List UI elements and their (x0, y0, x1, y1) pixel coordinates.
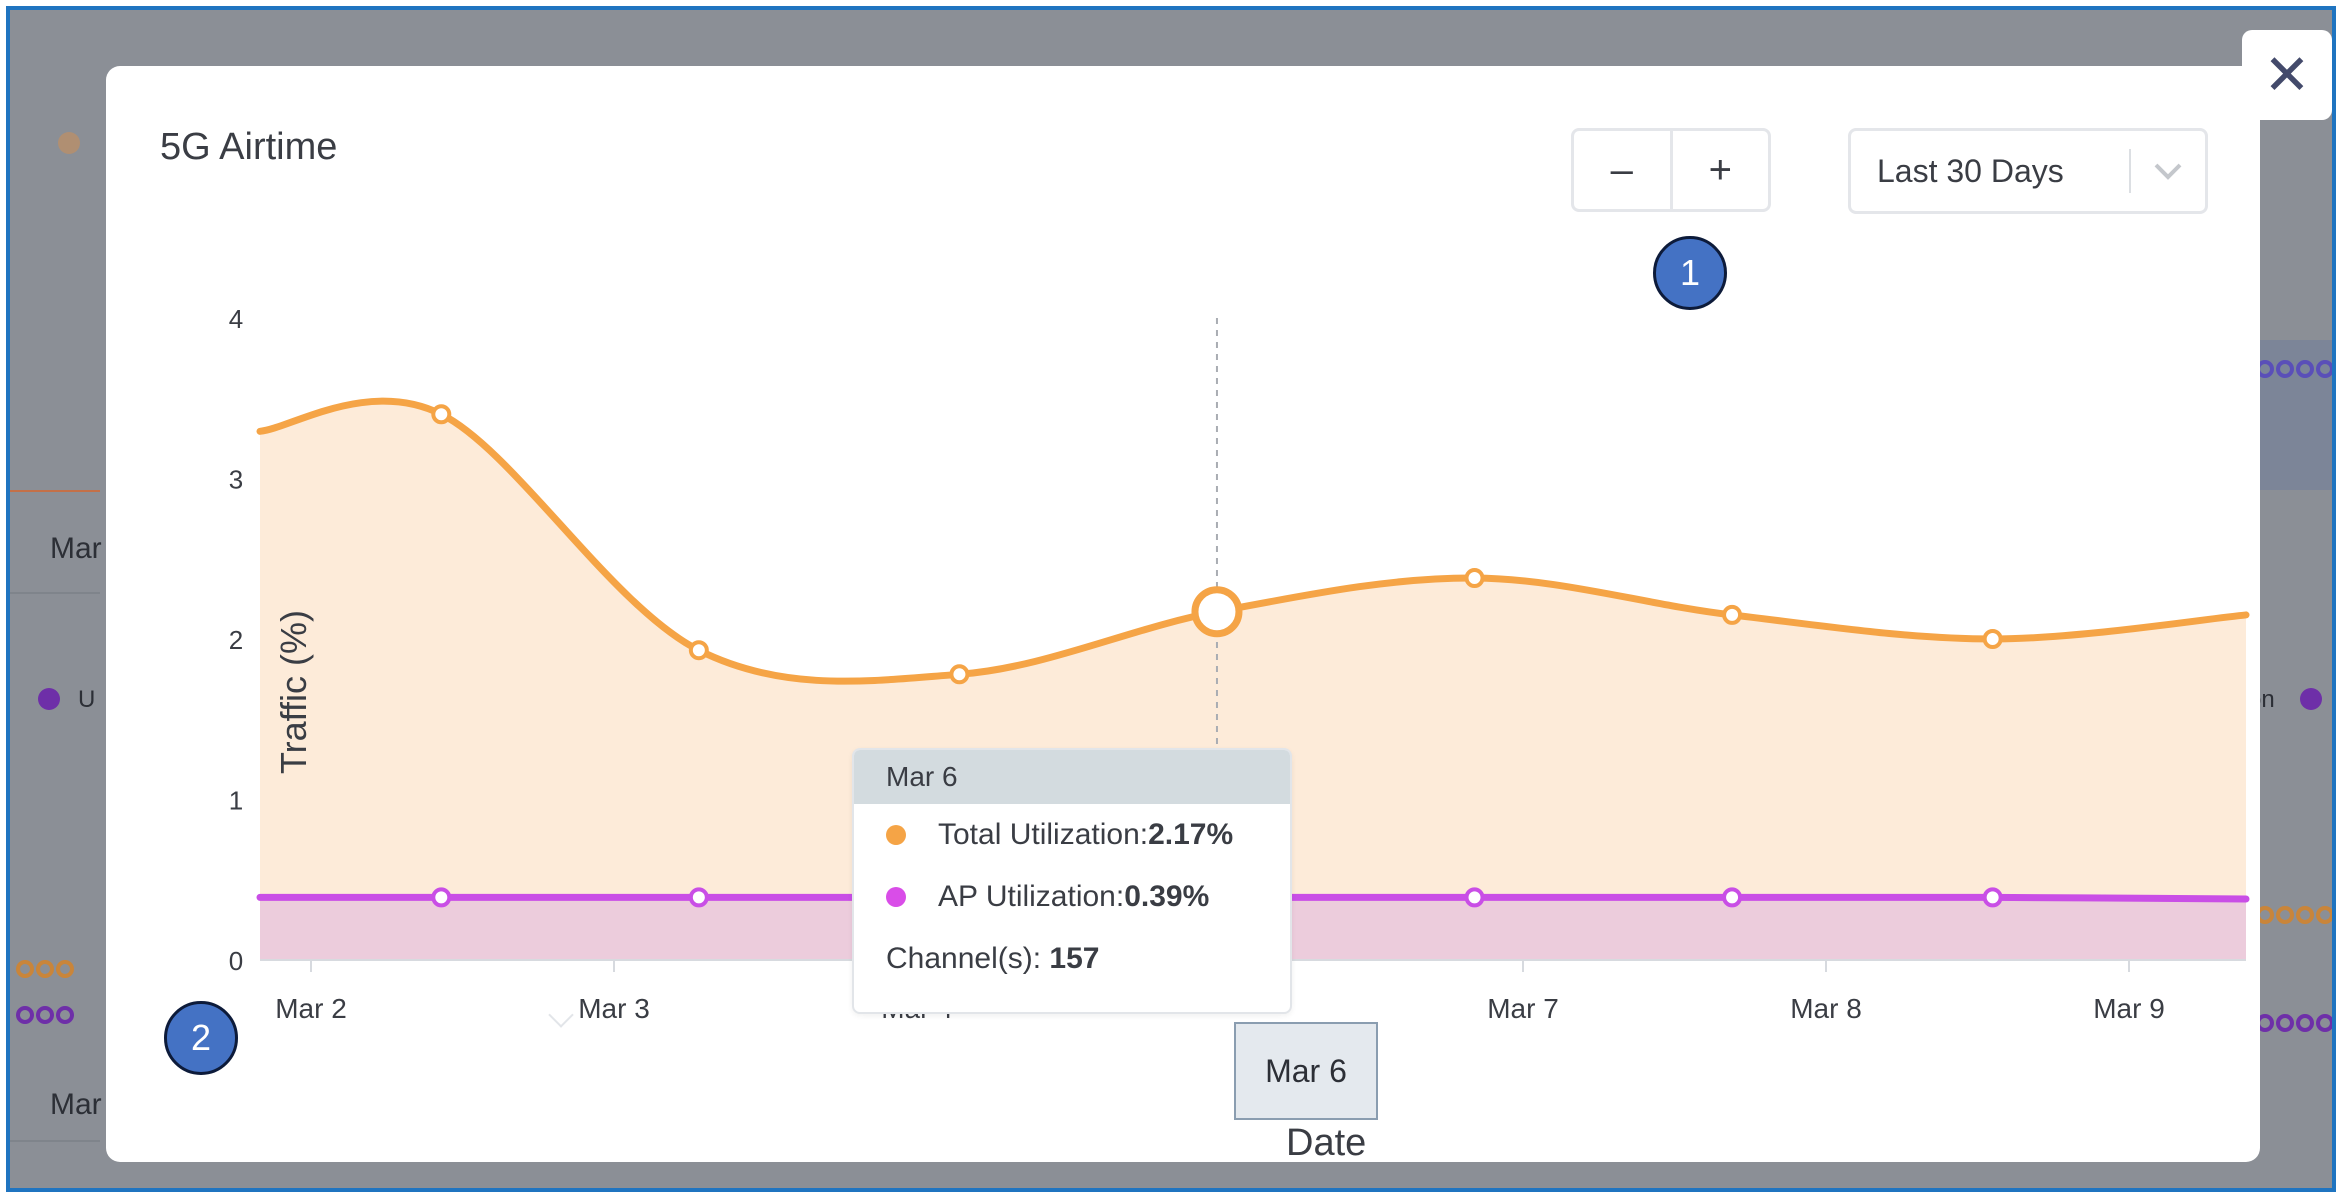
tooltip-channel-row: Channel(s): 157 (854, 928, 1290, 990)
tooltip-channel-label: Channel(s): (886, 942, 1042, 975)
total-point-mar-7 (1722, 604, 1743, 625)
tooltip-date: Mar 6 (854, 750, 1290, 804)
tooltip-total-row: Total Utilization: 2.17% (854, 804, 1290, 866)
x-tick-label-mar-8: Mar 8 (1790, 993, 1862, 1024)
y-axis-title: Traffic (%) (273, 609, 314, 775)
background-series-purple (2256, 360, 2332, 382)
background-series-purple (2256, 1014, 2332, 1036)
zoom-in-button[interactable]: + (1669, 131, 1769, 209)
total-legend-dot (886, 825, 906, 845)
total-point-mar-6 (1464, 568, 1485, 589)
total-point-mar-4 (949, 664, 970, 685)
total-point-mar-8 (1982, 629, 2003, 649)
annotation-marker-1: 1 (1653, 236, 1727, 310)
y-tick-label-2: 2 (229, 625, 243, 655)
ap-point-mar-6 (1464, 887, 1485, 908)
crosshair-date-label: Mar 6 (1234, 1022, 1378, 1120)
ap-point-mar-2 (431, 887, 452, 908)
airtime-modal: 5G Airtime – + Last 30 Days 1 2 0 1 2 3 4 Mar… (106, 66, 2260, 1164)
background-series-orange (16, 960, 74, 982)
background-legend-dot (58, 132, 80, 154)
background-page: Mar U Mar on (10, 10, 2332, 1188)
y-tick-label-1: 1 (229, 786, 243, 816)
date-range-select[interactable]: Last 30 Days (1848, 128, 2208, 214)
tooltip-ap-value: 0.39% (1124, 880, 1210, 913)
total-point-mar-2 (431, 404, 452, 425)
select-divider (2129, 149, 2131, 193)
background-label: U (78, 686, 96, 713)
background-legend-dot (38, 688, 60, 710)
ap-legend-dot (886, 887, 906, 907)
tooltip-ap-label: AP Utilization: (938, 880, 1125, 913)
chart-tooltip: Mar 6 Total Utilization: 2.17% AP Utiliz… (852, 748, 1292, 1014)
annotation-marker-2: 2 (164, 1001, 238, 1075)
y-tick-label-3: 3 (229, 465, 243, 495)
date-range-value: Last 30 Days (1877, 152, 2064, 189)
zoom-controls: – + (1571, 128, 1771, 212)
total-utilization-area (260, 401, 2246, 960)
close-icon: ✕ (2263, 43, 2311, 106)
zoom-out-button[interactable]: – (1610, 147, 1633, 192)
background-divider (10, 592, 100, 594)
ap-point-mar-7 (1722, 887, 1743, 908)
chevron-down-icon (2131, 161, 2205, 181)
background-legend-dot (2300, 688, 2322, 710)
background-series-purple (16, 1006, 74, 1028)
tooltip-total-label: Total Utilization: (938, 818, 1149, 851)
screenshot-frame: Mar U Mar on ✕ 5G Airtime – + (6, 6, 2336, 1192)
tooltip-total-value: 2.17% (1148, 818, 1234, 851)
background-series-orange (2256, 906, 2332, 928)
background-divider (10, 490, 100, 492)
total-point-mar-3 (688, 640, 709, 661)
y-tick-label-0: 0 (229, 946, 243, 976)
background-label: Mar (50, 532, 102, 565)
tooltip-channel-value: 157 (1049, 942, 1100, 975)
x-tick-label-mar-7: Mar 7 (1487, 993, 1559, 1024)
x-axis-title: Date (1286, 1122, 1367, 1164)
ap-point-mar-8 (1982, 887, 2003, 908)
ap-point-mar-3 (688, 887, 709, 908)
y-tick-label-4: 4 (229, 304, 243, 334)
x-tick-label-mar-9: Mar 9 (2093, 993, 2165, 1024)
x-tick-label-mar-2: Mar 2 (275, 993, 347, 1024)
background-divider (10, 1140, 100, 1142)
total-point-mar-5 (1191, 586, 1243, 638)
modal-title: 5G Airtime (160, 126, 338, 168)
tooltip-ap-row: AP Utilization: 0.39% (854, 866, 1290, 928)
background-label: Mar (50, 1088, 102, 1121)
x-tick-label-mar-3: Mar 3 (578, 993, 650, 1024)
